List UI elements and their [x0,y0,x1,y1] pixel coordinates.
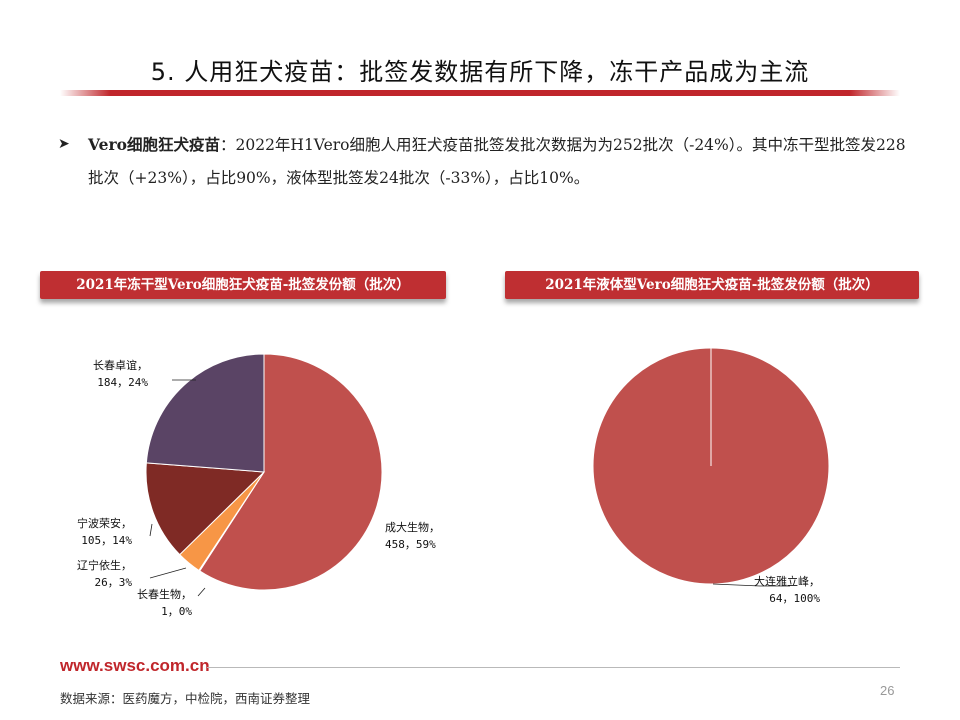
slice-label: 大连雅立峰， 64，100% [754,574,820,605]
footer-url[interactable]: www.swsc.com.cn [60,656,210,675]
slice-label-value: 1，0% [161,605,192,618]
pie-slice [145,353,265,473]
chart-title-left: 2021年冻干型Vero细胞狂犬疫苗-批签发份额（批次） [40,271,446,299]
slice-label-name: 长春生物， [137,587,192,601]
slice-label: 成大生物， 458，59% [385,520,440,551]
chart-title-right: 2021年液体型Vero细胞狂犬疫苗-批签发份额（批次） [505,271,919,299]
footer-divider [207,667,900,668]
slice-label-value: 64，100% [769,592,820,605]
label-leader-line [712,583,790,587]
slice-label-value: 105，14% [81,534,132,547]
slice-label-value: 458，59% [385,538,436,551]
label-leader-line [197,587,206,597]
pie-slice [145,462,266,556]
slice-label-name: 大连雅立峰， [754,574,820,588]
slice-label: 辽宁依生， 26，3% [77,558,132,589]
pie-slice [198,353,383,591]
label-leader-line [149,523,153,537]
slice-label-name: 宁波荣安， [77,516,132,530]
slice-label-name: 长春卓谊， [93,358,148,372]
slice-label-name: 辽宁依生， [77,558,132,572]
slice-label: 宁波荣安， 105，14% [77,516,132,547]
slice-label-value: 184，24% [97,376,148,389]
arrow-bullet-icon: ➤ [58,136,70,152]
page-number: 26 [880,683,895,698]
slice-label-value: 26，3% [95,576,133,589]
slice-label: 长春卓谊， 184，24% [93,358,148,389]
source-note: 数据来源：医药魔方，中检院，西南证券整理 [60,691,311,706]
label-leader-line [149,567,187,579]
title-divider [60,90,900,96]
bullet-paragraph: ➤ Vero细胞狂犬疫苗：2022年H1Vero细胞人用狂犬疫苗批签发批次数据为… [58,128,918,195]
slice-label: 长春生物， 1，0% [137,587,192,618]
slice-label-name: 成大生物， [385,520,440,534]
slide-title: 5. 人用狂犬疫苗：批签发数据有所下降，冻干产品成为主流 [150,58,810,86]
bullet-lead: Vero细胞狂犬疫苗 [88,135,220,154]
bullet-text: ：2022年H1Vero细胞人用狂犬疫苗批签发批次数据为为252批次（-24%）… [88,136,906,187]
